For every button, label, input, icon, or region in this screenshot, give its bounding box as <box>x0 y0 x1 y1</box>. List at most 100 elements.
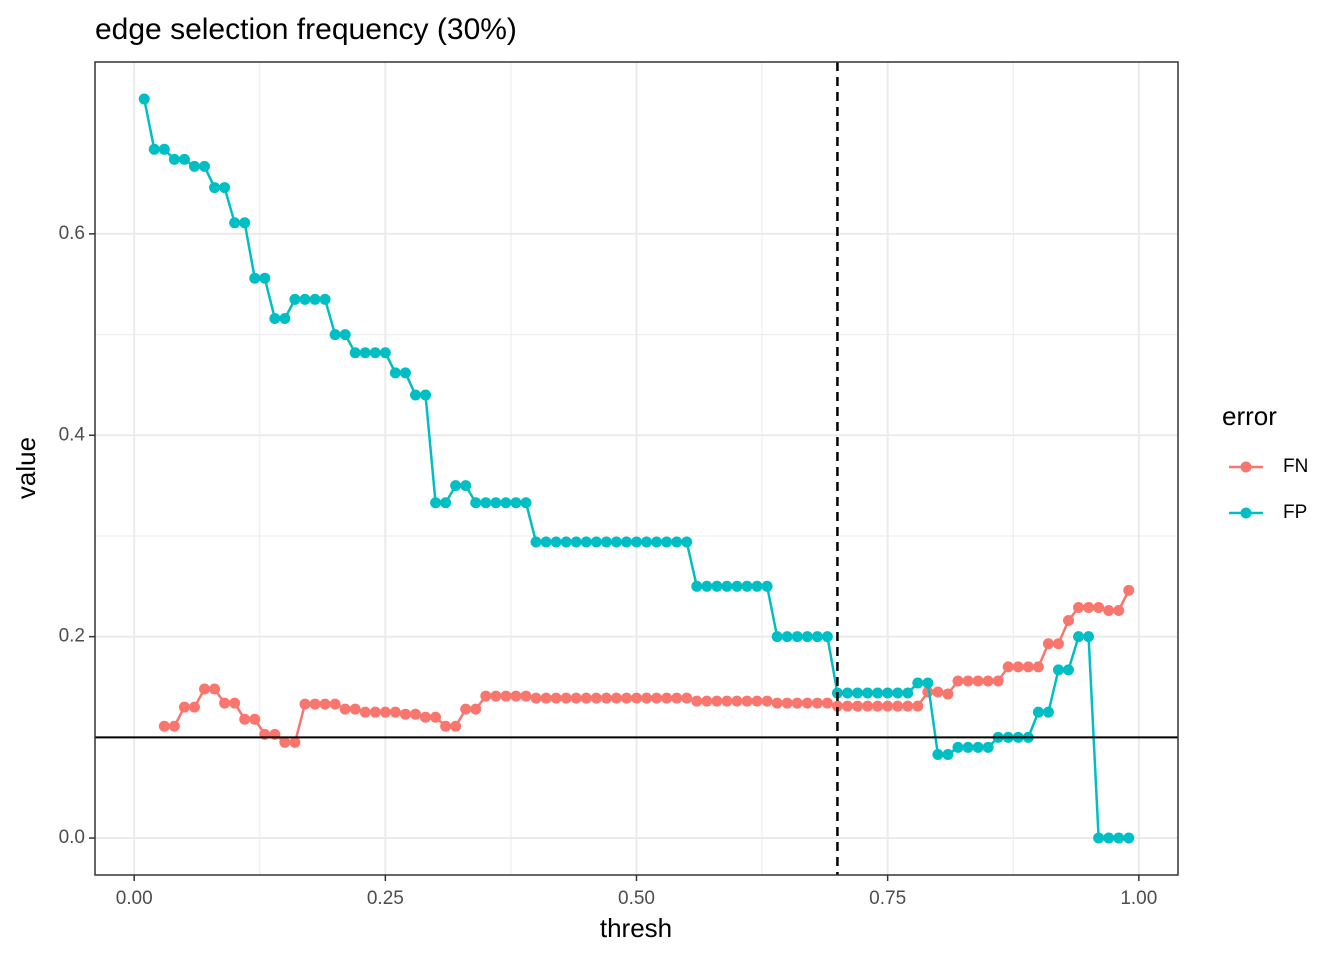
data-point <box>1113 604 1125 616</box>
data-point <box>952 675 964 687</box>
data-point <box>409 389 421 401</box>
data-point <box>761 580 773 592</box>
data-point <box>811 697 823 709</box>
data-point <box>299 293 311 305</box>
data-point <box>972 741 984 753</box>
data-point <box>932 748 944 760</box>
data-point <box>430 711 442 723</box>
data-point <box>681 692 693 704</box>
data-point <box>691 580 703 592</box>
panel-border <box>94 61 1179 876</box>
data-point <box>138 93 150 105</box>
y-tick-label: 0.4 <box>59 424 86 445</box>
data-point <box>922 677 934 689</box>
data-point <box>420 389 432 401</box>
data-point <box>852 687 864 699</box>
data-point <box>500 690 512 702</box>
data-point <box>862 700 874 712</box>
data-point <box>721 695 733 707</box>
data-point <box>1042 638 1054 650</box>
data-point <box>570 692 582 704</box>
data-point <box>1103 604 1115 616</box>
data-point <box>178 153 190 165</box>
data-point <box>430 497 442 509</box>
data-point <box>359 347 371 359</box>
data-point <box>460 480 472 492</box>
data-point <box>610 536 622 548</box>
data-point <box>711 580 723 592</box>
data-point <box>530 692 542 704</box>
data-point <box>510 497 522 509</box>
data-point <box>831 700 843 712</box>
data-point <box>219 182 231 194</box>
data-point <box>309 698 321 710</box>
data-point <box>801 631 813 643</box>
data-point <box>259 272 271 284</box>
data-point <box>841 687 853 699</box>
data-point <box>942 748 954 760</box>
data-point <box>369 347 381 359</box>
data-point <box>1062 664 1074 676</box>
x-tick-label: 1.00 <box>1120 888 1157 909</box>
data-point <box>1103 832 1115 844</box>
data-point <box>399 708 411 720</box>
data-point <box>580 692 592 704</box>
data-point <box>1022 661 1034 673</box>
data-point <box>339 329 351 341</box>
data-point <box>982 741 994 753</box>
data-point <box>781 697 793 709</box>
data-point <box>239 217 251 229</box>
data-point <box>279 736 291 748</box>
data-point <box>1042 706 1054 718</box>
data-point <box>1083 631 1095 643</box>
data-point <box>681 536 693 548</box>
data-point <box>490 690 502 702</box>
data-point <box>249 713 261 725</box>
data-point <box>369 706 381 718</box>
data-point <box>841 700 853 712</box>
data-point <box>480 690 492 702</box>
data-point <box>821 631 833 643</box>
data-point <box>1002 661 1014 673</box>
data-point <box>791 697 803 709</box>
data-point <box>470 497 482 509</box>
data-point <box>289 293 301 305</box>
series-line <box>164 589 1130 744</box>
data-point <box>560 692 572 704</box>
data-point <box>751 695 763 707</box>
data-point <box>219 697 231 709</box>
data-point <box>1012 661 1024 673</box>
data-point <box>530 536 542 548</box>
x-tick-label: 0.25 <box>367 888 404 909</box>
data-point <box>188 701 200 713</box>
data-point <box>500 497 512 509</box>
data-point <box>962 741 974 753</box>
data-point <box>1052 664 1064 676</box>
data-point <box>420 711 432 723</box>
y-tick-label: 0.6 <box>59 223 85 244</box>
data-point <box>1032 661 1044 673</box>
data-point <box>701 695 713 707</box>
y-tick-label: 0.0 <box>59 827 85 848</box>
data-point <box>872 700 884 712</box>
data-point <box>1062 615 1074 627</box>
legend-key <box>1240 507 1252 519</box>
data-point <box>912 700 924 712</box>
data-point <box>741 580 753 592</box>
data-point <box>168 153 180 165</box>
data-point <box>932 686 944 698</box>
data-point <box>641 536 653 548</box>
data-point <box>520 497 532 509</box>
data-point <box>661 692 673 704</box>
data-point <box>882 700 894 712</box>
data-point <box>389 367 401 379</box>
data-point <box>339 703 351 715</box>
data-point <box>319 293 331 305</box>
data-point <box>1123 584 1135 596</box>
data-point <box>892 687 904 699</box>
data-point <box>379 347 391 359</box>
data-point <box>229 697 241 709</box>
data-point <box>852 700 864 712</box>
data-point <box>379 706 391 718</box>
